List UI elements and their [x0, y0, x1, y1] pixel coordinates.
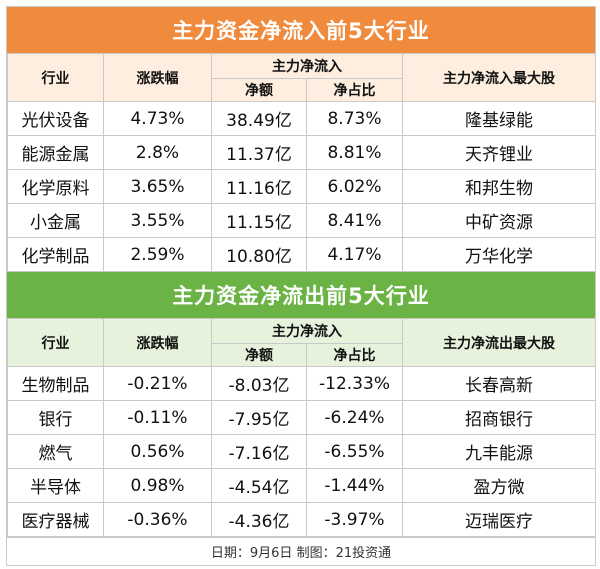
table-row: 银行 -0.11% -7.95亿 -6.24% 招商银行: [7, 400, 596, 435]
cell-top-stock: 招商银行: [402, 400, 596, 435]
cell-net-ratio: 8.41%: [306, 203, 403, 238]
header-net-amount: 净额: [211, 343, 307, 367]
cell-top-stock: 九丰能源: [402, 434, 596, 469]
table-row: 化学原料 3.65% 11.16亿 6.02% 和邦生物: [7, 169, 596, 204]
cell-top-stock: 长春高新: [402, 366, 596, 401]
header-net-ratio: 净占比: [306, 78, 403, 102]
table-row: 化学制品 2.59% 10.80亿 4.17% 万华化学: [7, 237, 596, 272]
flow-report: 主力资金净流入前5大行业 行业 涨跌幅 主力净流入 主力净流入最大股 净额 净占…: [6, 6, 596, 566]
header-net-ratio: 净占比: [306, 343, 403, 367]
inflow-title: 主力资金净流入前5大行业: [7, 7, 595, 53]
table-row: 小金属 3.55% 11.15亿 8.41% 中矿资源: [7, 203, 596, 238]
cell-industry: 化学原料: [7, 169, 104, 204]
header-top-stock: 主力净流出最大股: [402, 318, 596, 367]
cell-change: 4.73%: [103, 101, 212, 136]
cell-net-amount: 11.15亿: [211, 203, 307, 238]
cell-top-stock: 盈方微: [402, 468, 596, 503]
cell-top-stock: 中矿资源: [402, 203, 596, 238]
cell-change: 0.56%: [103, 434, 212, 469]
cell-industry: 能源金属: [7, 135, 104, 170]
cell-top-stock: 天齐锂业: [402, 135, 596, 170]
cell-change: -0.21%: [103, 366, 212, 401]
header-top-stock: 主力净流入最大股: [402, 53, 596, 102]
cell-change: 0.98%: [103, 468, 212, 503]
cell-top-stock: 隆基绿能: [402, 101, 596, 136]
table-row: 半导体 0.98% -4.54亿 -1.44% 盈方微: [7, 468, 596, 503]
outflow-subheader-row: 净额 净占比: [8, 343, 596, 367]
cell-change: -0.36%: [103, 502, 212, 537]
table-row: 医疗器械 -0.36% -4.36亿 -3.97% 迈瑞医疗: [7, 502, 596, 537]
header-change: 涨跌幅: [103, 318, 212, 367]
cell-net-amount: 10.80亿: [211, 237, 307, 272]
cell-industry: 小金属: [7, 203, 104, 238]
cell-net-ratio: -12.33%: [306, 366, 403, 401]
cell-change: 2.8%: [103, 135, 212, 170]
cell-net-ratio: -3.97%: [306, 502, 403, 537]
table-row: 燃气 0.56% -7.16亿 -6.55% 九丰能源: [7, 434, 596, 469]
inflow-table: 行业 涨跌幅 主力净流入 主力净流入最大股 净额 净占比 光伏设备 4.73% …: [7, 53, 596, 272]
cell-industry: 燃气: [7, 434, 104, 469]
cell-net-ratio: -6.55%: [306, 434, 403, 469]
cell-net-ratio: 8.73%: [306, 101, 403, 136]
cell-net-ratio: -6.24%: [306, 400, 403, 435]
header-main-flow: 主力净流入: [211, 318, 403, 344]
table-row: 生物制品 -0.21% -8.03亿 -12.33% 长春高新: [7, 366, 596, 401]
cell-change: 3.65%: [103, 169, 212, 204]
cell-change: 3.55%: [103, 203, 212, 238]
cell-net-ratio: 8.81%: [306, 135, 403, 170]
cell-net-amount: -7.95亿: [211, 400, 307, 435]
cell-industry: 医疗器械: [7, 502, 104, 537]
footer-source: 日期：9月6日 制图：21投资通: [7, 537, 595, 565]
cell-net-amount: -7.16亿: [211, 434, 307, 469]
cell-net-amount: -4.54亿: [211, 468, 307, 503]
cell-net-ratio: -1.44%: [306, 468, 403, 503]
header-net-amount: 净额: [211, 78, 307, 102]
cell-net-amount: -8.03亿: [211, 366, 307, 401]
cell-change: 2.59%: [103, 237, 212, 272]
inflow-header-row: 行业 涨跌幅 主力净流入 主力净流入最大股: [7, 53, 596, 102]
cell-industry: 光伏设备: [7, 101, 104, 136]
table-row: 光伏设备 4.73% 38.49亿 8.73% 隆基绿能: [7, 101, 596, 136]
header-change: 涨跌幅: [103, 53, 212, 102]
cell-top-stock: 和邦生物: [402, 169, 596, 204]
cell-net-ratio: 6.02%: [306, 169, 403, 204]
cell-net-amount: 38.49亿: [211, 101, 307, 136]
cell-net-amount: -4.36亿: [211, 502, 307, 537]
outflow-header-row: 行业 涨跌幅 主力净流入 主力净流出最大股: [7, 318, 596, 367]
outflow-title: 主力资金净流出前5大行业: [7, 272, 595, 318]
header-main-flow: 主力净流入: [211, 53, 403, 79]
cell-industry: 化学制品: [7, 237, 104, 272]
cell-industry: 半导体: [7, 468, 104, 503]
header-industry: 行业: [7, 318, 104, 367]
cell-change: -0.11%: [103, 400, 212, 435]
outflow-table: 行业 涨跌幅 主力净流入 主力净流出最大股 净额 净占比 生物制品 -0.21%…: [7, 318, 596, 537]
cell-industry: 生物制品: [7, 366, 104, 401]
table-row: 能源金属 2.8% 11.37亿 8.81% 天齐锂业: [7, 135, 596, 170]
header-industry: 行业: [7, 53, 104, 102]
cell-industry: 银行: [7, 400, 104, 435]
cell-top-stock: 万华化学: [402, 237, 596, 272]
cell-net-amount: 11.37亿: [211, 135, 307, 170]
cell-net-amount: 11.16亿: [211, 169, 307, 204]
cell-top-stock: 迈瑞医疗: [402, 502, 596, 537]
cell-net-ratio: 4.17%: [306, 237, 403, 272]
